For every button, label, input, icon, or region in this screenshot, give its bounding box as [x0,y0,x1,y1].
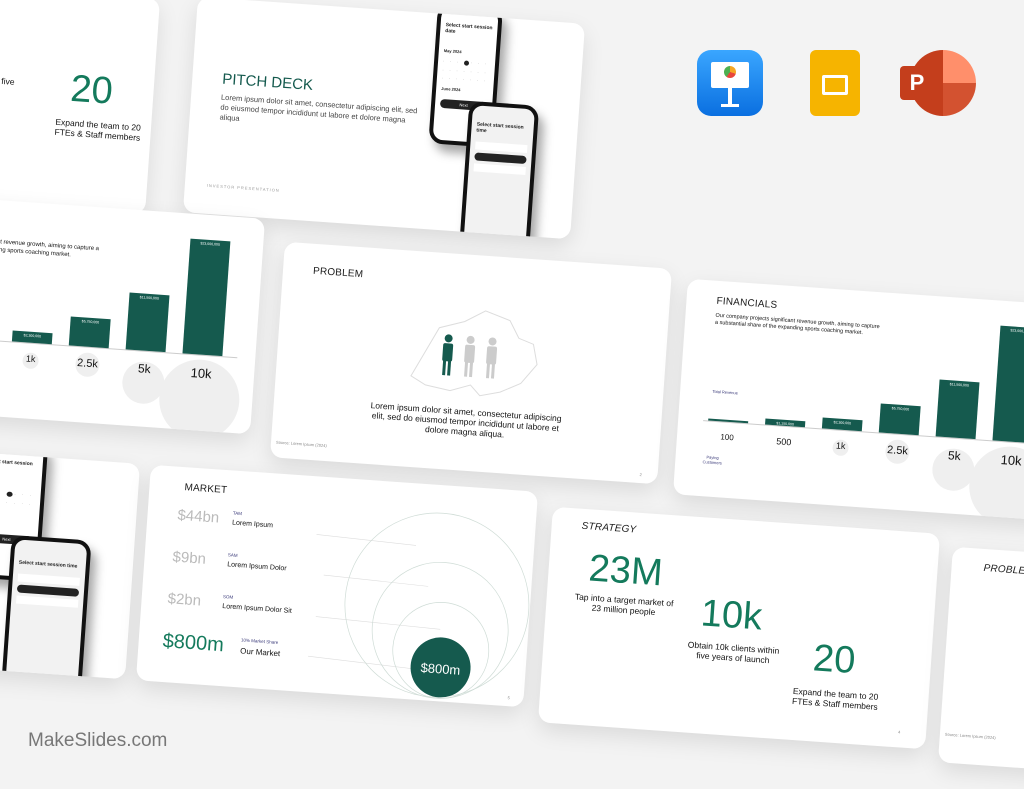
bar-label: $5,750,000 [81,319,100,325]
page-number: 2 [639,472,643,478]
category-label: 1k [25,353,36,365]
category-label: 100 [720,432,735,443]
stat-desc: Expand the team to 20 FTEs & Staff membe… [791,685,879,712]
market-tag: TAM [232,510,243,517]
bar-label: $2,300,000 [833,419,852,425]
calendar-grid: · · · · · · · · · · · · · · · · · · · · [441,58,487,83]
slide-strategy-partial[interactable]: 10k Obtain 10k clients within five years… [0,0,161,215]
page-title: PITCH DECK [221,70,314,94]
category-label: 5k [137,361,152,377]
slide-problem[interactable]: PROBLEM Lorem ipsum dolor sit amet, cons… [269,241,673,485]
chart-bar: $11,500,000 [935,379,980,440]
market-label: Our Market [239,646,281,659]
stat-value: 20 [69,67,115,113]
source-note: Source: Lorem Ipsum (2024) [275,439,327,449]
chart-bar: $11,500,000 [125,292,170,353]
market-label: Lorem Ipsum Dolor Sit [222,603,293,615]
bar-label: $23,000,000 [1010,328,1024,334]
month-label: June 2024 [441,85,461,93]
slide-title: STRATEGY [581,520,637,536]
revenue-chart: 100 $1,150,000 500 $2,300,000 1k $5,750,000 2.… [673,279,1024,522]
category-label: 10k [1000,451,1023,469]
source-note: Source: Lorem Ipsum (2024) [944,731,996,741]
market-value: $800m [161,630,225,657]
slide-market[interactable]: MARKET $44bn TAM Lorem Ipsum $9bn SAM Lo… [135,464,539,708]
bar-label: $11,500,000 [949,381,970,388]
google-slides-icon [810,50,860,116]
stat-value: 23M [587,547,664,595]
month-label: May 2024 [443,48,462,55]
page-number: 5 [507,695,511,701]
phone-mockup-time: Select start session time [458,100,540,240]
powerpoint-icon: P [900,50,976,116]
market-value: $9bn [172,548,207,568]
slide-title: PROBLEM [312,265,364,281]
market-tag: 10% Market Share [240,637,279,646]
phone-heading: Select start session time [18,559,78,570]
category-label: 10k [190,364,213,382]
bar-label: $11,500,000 [139,294,160,301]
market-tag: SOM [222,594,234,600]
bar-label: $23,000,000 [200,241,221,247]
stat-desc: Obtain 10k clients within five years of … [0,69,15,87]
category-label: 2.5k [76,357,99,371]
page-number: 4 [897,729,901,735]
market-tag: SAM [227,552,238,558]
phone-heading: Select start session date [0,458,33,468]
map-outline [410,310,538,397]
slide-title: PROBLEM [983,562,1024,578]
market-circles [308,512,530,699]
market-label: Lorem Ipsum Dolor [226,561,287,573]
market-value: $2bn [167,590,202,610]
chart-bar: $23,000,000 [182,238,231,357]
chart-bar: $5,750,000 [68,316,111,349]
stat-value: 20 [811,637,857,683]
slide-pitch-partial[interactable]: Select start session date ············· … [0,436,141,680]
pitch-footer: INVESTOR PRESENTATION [206,182,280,193]
stat-value: 10k [699,592,764,639]
slide-title: MARKET [184,482,228,497]
person-icon [442,334,454,376]
bar-label: $2,300,000 [23,332,42,338]
market-label: Lorem Ipsum [231,519,274,530]
slide-strategy[interactable]: STRATEGY 23M Tap into a target market of… [537,506,941,750]
category-label: 2.5k [886,444,909,458]
people-icons [442,334,498,379]
person-icon [464,335,476,378]
category-label: 5k [947,448,962,464]
phone-mockup-time: Select start session time [1,535,92,680]
revenue-chart: 100$1,150,000500$2,300,0001k$5,750,0002.… [0,192,265,435]
category-label: 500 [776,436,792,448]
brand-footer: MakeSlides.com [28,730,168,751]
phone-heading: Select start session time [476,121,524,135]
person-icon [485,337,498,379]
slide-financials[interactable]: FINANCIALS Our company projects signific… [672,278,1024,522]
chart-bar: $5,750,000 [878,403,921,436]
market-value: $44bn [176,506,220,527]
stat-desc: Expand the team to 20 FTEs & Staff membe… [54,116,142,143]
slide-problem-partial[interactable]: PROBLEM Source: Lorem Ipsum (2024) [937,546,1024,789]
bar-label: $5,750,000 [891,406,910,412]
keynote-icon [697,50,763,116]
slide-financials-partial[interactable]: Our company projects significant revenue… [0,191,266,435]
phone-heading: Select start session date [445,22,493,35]
chart-bar: $1,150,000 [765,418,806,428]
pitch-body: Lorem ipsum dolor sit amet, consectetur … [219,92,418,125]
slide-pitch-deck[interactable]: PITCH DECK Lorem ipsum dolor sit amet, c… [182,0,586,240]
category-label: 1k [835,440,846,452]
stat-desc: Obtain 10k clients within five years of … [687,639,780,666]
chart-bar: $23,000,000 [992,325,1024,444]
